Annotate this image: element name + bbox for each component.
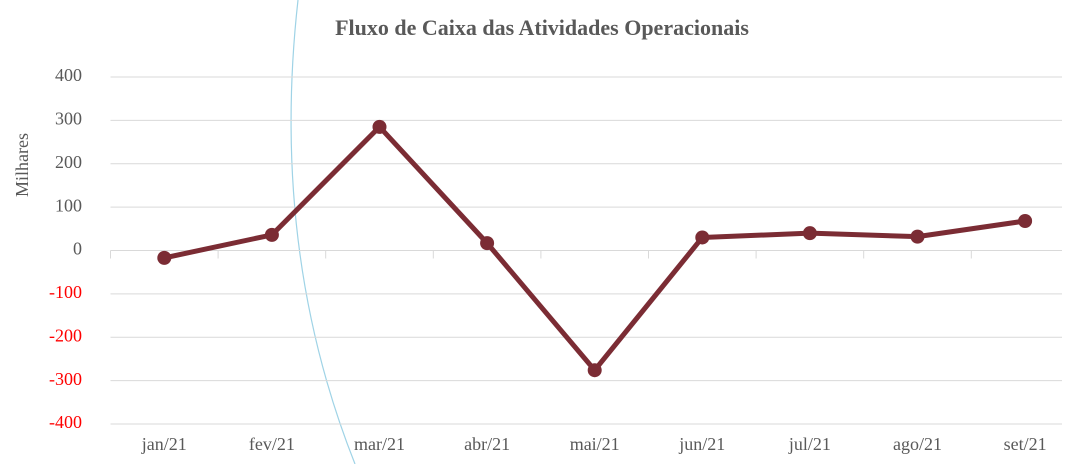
y-tick-label: 0 — [73, 239, 82, 259]
data-point — [372, 119, 387, 134]
data-point — [157, 250, 172, 265]
y-tick-label: 200 — [55, 152, 82, 172]
data-point — [264, 227, 279, 242]
y-tick-label: -200 — [49, 325, 82, 345]
data-point — [1018, 214, 1033, 229]
x-tick-label: mai/21 — [570, 434, 620, 454]
x-tick-label: fev/21 — [249, 434, 295, 454]
data-point — [480, 236, 495, 251]
x-tick-label: mar/21 — [354, 434, 405, 454]
y-axis-label: Milhares — [12, 133, 32, 197]
x-tick-label: jul/21 — [788, 434, 831, 454]
data-point — [910, 229, 925, 244]
y-tick-label: 100 — [55, 195, 82, 215]
x-tick-label: ago/21 — [893, 434, 942, 454]
x-tick-label: abr/21 — [464, 434, 510, 454]
y-tick-label: 300 — [55, 109, 82, 129]
chart-title: Fluxo de Caixa das Atividades Operaciona… — [335, 15, 749, 40]
data-point — [587, 363, 602, 378]
x-tick-label: jun/21 — [678, 434, 725, 454]
data-point — [802, 226, 817, 241]
data-point — [695, 230, 710, 245]
y-tick-label: 400 — [55, 65, 82, 85]
decorative-arc — [290, 0, 356, 464]
y-tick-label: -300 — [49, 369, 82, 389]
x-tick-label: jan/21 — [141, 434, 187, 454]
x-tick-label: set/21 — [1004, 434, 1047, 454]
y-tick-label: -400 — [49, 412, 82, 432]
y-tick-label: -100 — [49, 282, 82, 302]
